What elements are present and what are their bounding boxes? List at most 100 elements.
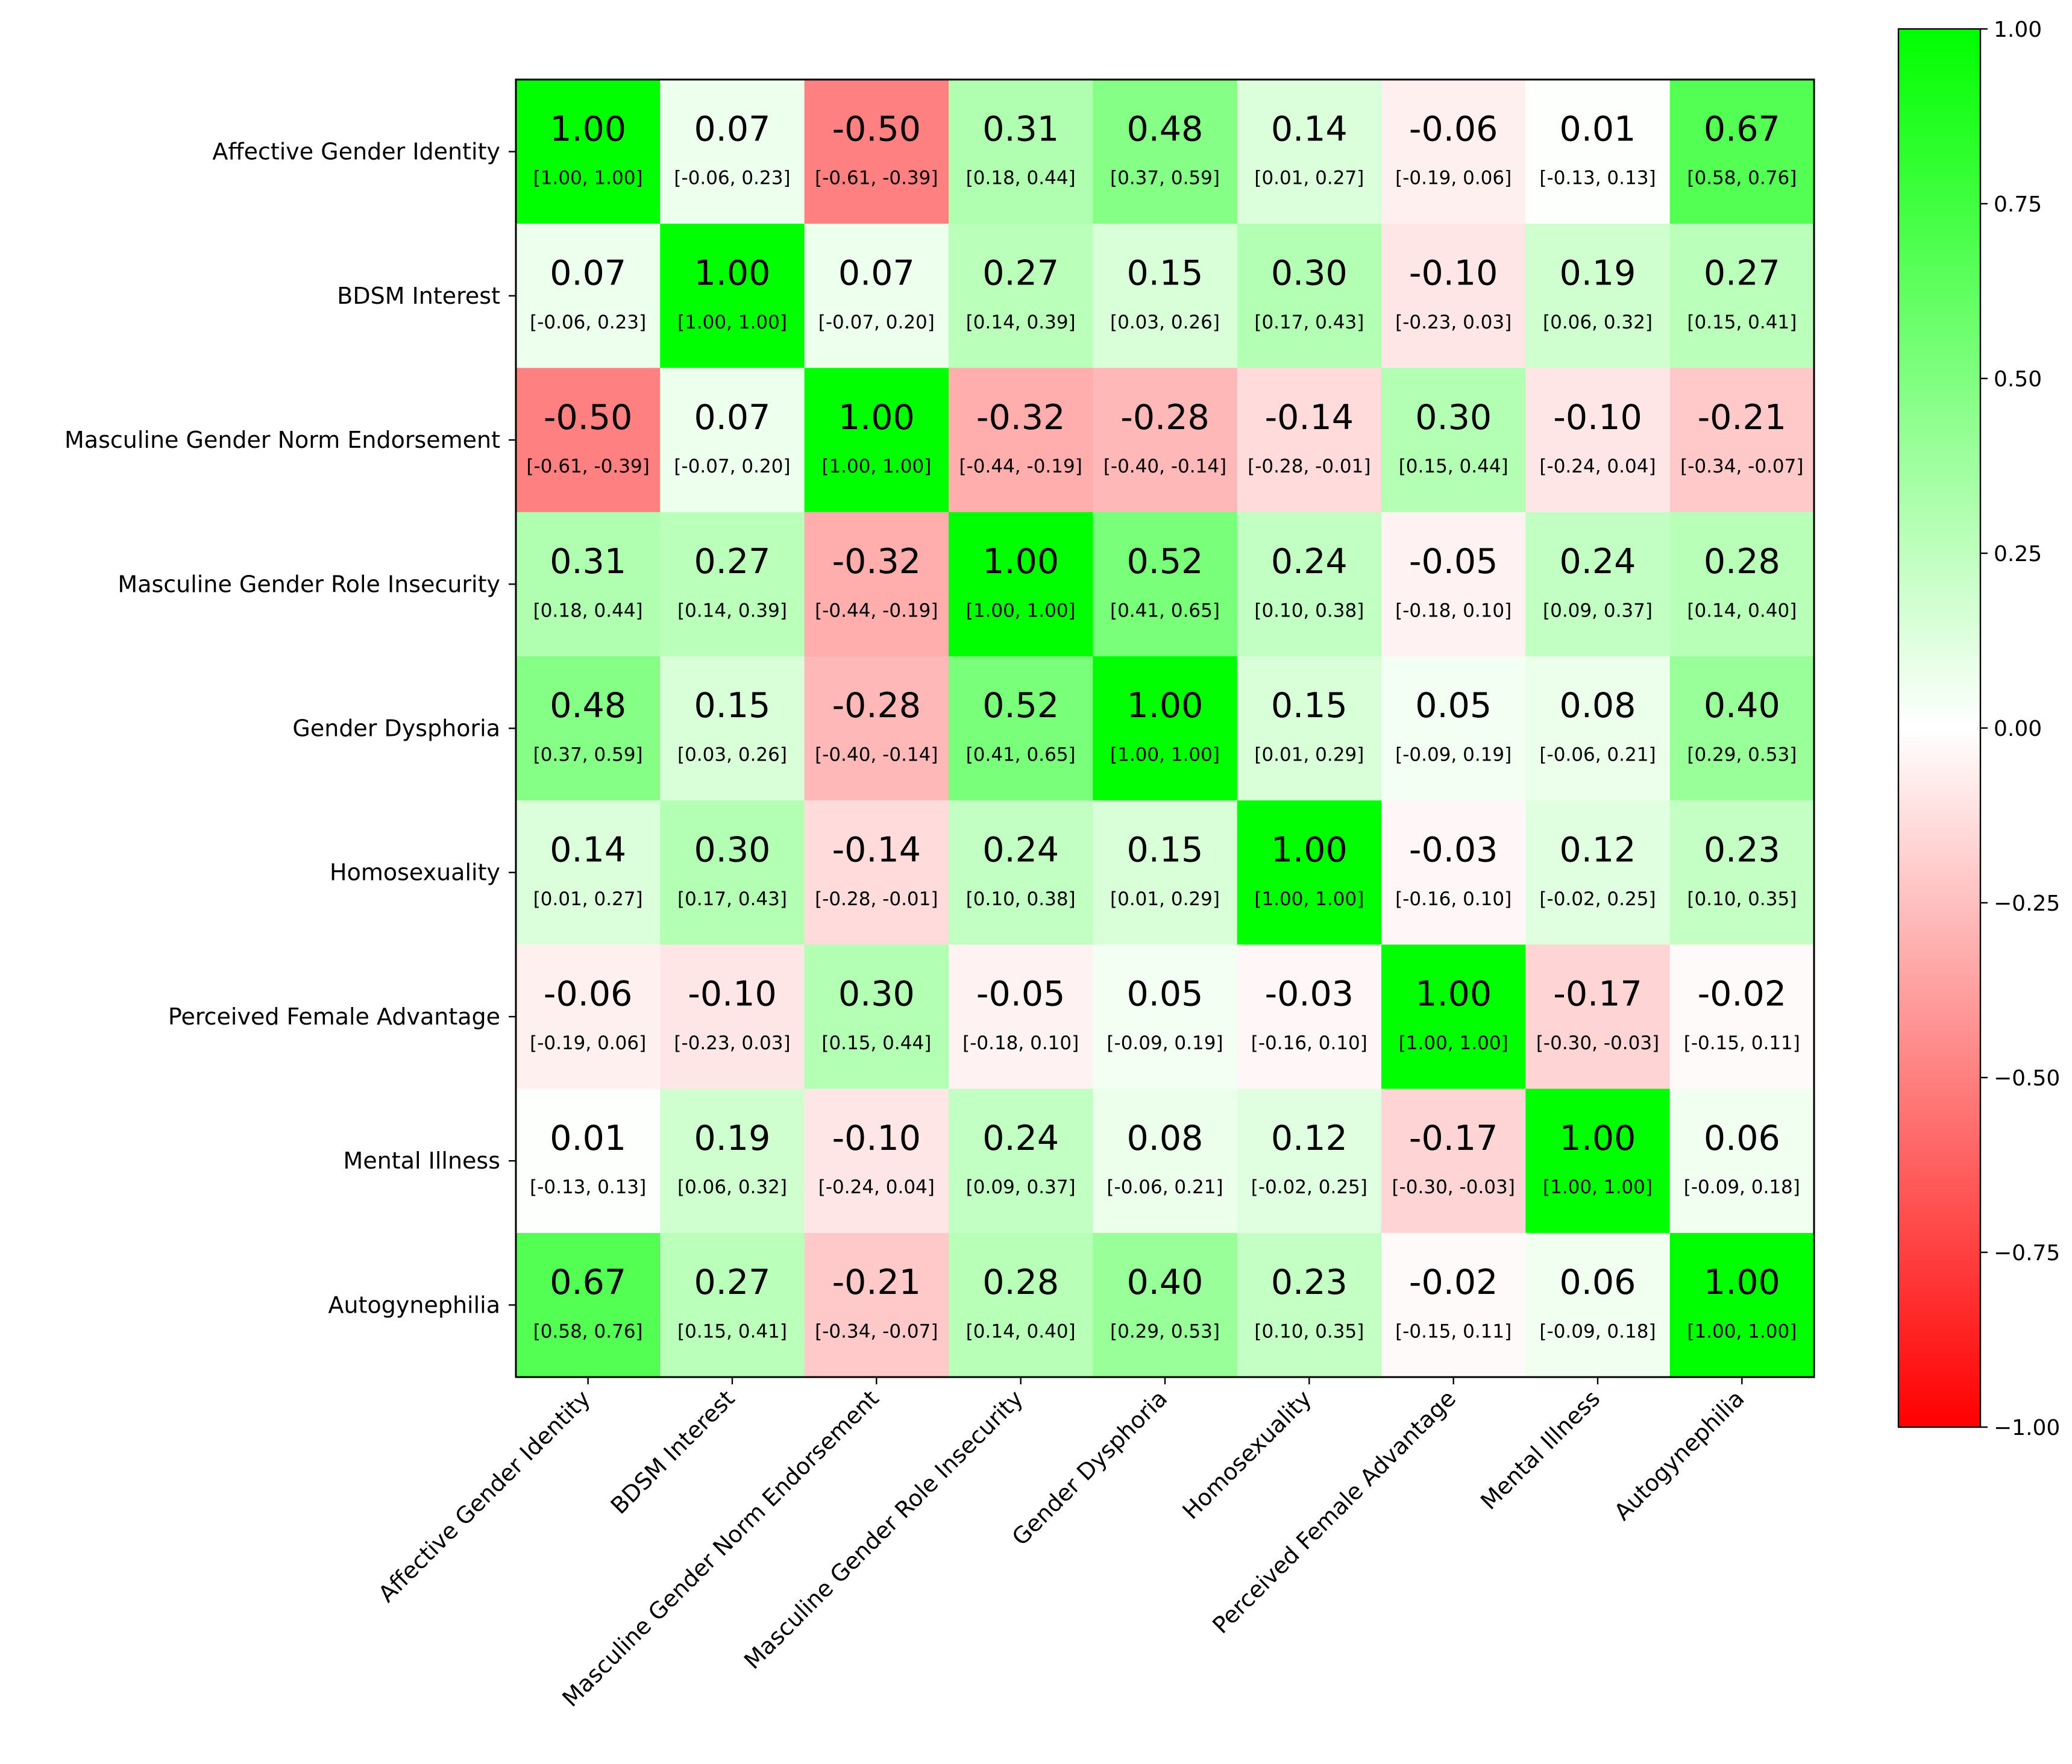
cell-ci-label-0-0: [1.00, 1.00]	[533, 168, 643, 189]
cell-ci-label-2-3: [-0.44, -0.19]	[959, 456, 1082, 477]
cell-value-label-1-4: 0.15	[1127, 254, 1204, 293]
cell-ci-label-5-7: [-0.02, 0.25]	[1539, 888, 1656, 910]
cell-value-label-2-5: -0.14	[1265, 398, 1354, 438]
heatmap-cell-6-6	[1381, 944, 1526, 1090]
cell-value-label-2-6: 0.30	[1415, 398, 1492, 438]
cell-ci-label-6-3: [-0.18, 0.10]	[962, 1032, 1079, 1054]
cell-value-label-0-7: 0.01	[1560, 109, 1636, 149]
cell-ci-label-2-4: [-0.40, -0.14]	[1103, 456, 1226, 477]
heatmap-cell-7-2	[804, 1088, 949, 1234]
heatmap-cell-4-0	[516, 656, 661, 801]
x-tick-label-masculine-gender-role-insecurity: Masculine Gender Role Insecurity	[739, 1385, 1028, 1674]
heatmap-cell-0-3	[949, 80, 1093, 224]
colorbar-tick-label-5: −0.25	[1994, 891, 2060, 916]
cell-ci-label-1-5: [0.17, 0.43]	[1254, 312, 1364, 333]
cell-ci-label-7-1: [0.06, 0.32]	[677, 1176, 787, 1198]
cell-value-label-5-7: 0.12	[1560, 830, 1636, 870]
cell-ci-label-3-0: [0.18, 0.44]	[533, 600, 643, 621]
cell-value-label-2-0: -0.50	[544, 398, 632, 438]
cell-value-label-0-0: 1.00	[550, 109, 626, 149]
cell-value-label-1-5: 0.30	[1271, 254, 1348, 293]
heatmap-cell-1-1	[660, 224, 805, 369]
cell-value-label-4-3: 0.52	[982, 686, 1059, 726]
cell-value-label-3-3: 1.00	[982, 542, 1059, 582]
heatmap-cell-6-8	[1669, 944, 1815, 1090]
cell-ci-label-1-6: [-0.23, 0.03]	[1395, 312, 1512, 333]
cell-value-label-4-2: -0.28	[832, 686, 921, 726]
cell-ci-label-5-1: [0.17, 0.43]	[677, 888, 787, 910]
cell-ci-label-3-3: [1.00, 1.00]	[966, 600, 1076, 621]
cell-ci-label-2-8: [-0.34, -0.07]	[1680, 456, 1803, 477]
cell-value-label-8-8: 1.00	[1704, 1263, 1780, 1302]
heatmap-cell-5-3	[949, 800, 1093, 945]
heatmap-cell-2-7	[1525, 368, 1671, 513]
heatmap-cell-6-1	[660, 944, 805, 1090]
heatmap-cell-5-5	[1237, 800, 1382, 945]
cell-ci-label-4-6: [-0.09, 0.19]	[1395, 744, 1512, 766]
cell-value-label-2-8: -0.21	[1698, 398, 1786, 438]
heatmap-cell-6-2	[804, 944, 949, 1090]
heatmap-cell-7-4	[1093, 1088, 1238, 1234]
cell-value-label-0-8: 0.67	[1704, 109, 1780, 149]
heatmap-cell-0-2	[804, 80, 949, 224]
cell-ci-label-3-4: [0.41, 0.65]	[1110, 600, 1220, 621]
cell-ci-label-3-7: [0.09, 0.37]	[1543, 600, 1653, 621]
cell-value-label-2-4: -0.28	[1120, 398, 1209, 438]
y-tick-label-mental-illness: Mental Illness	[344, 1147, 500, 1174]
cell-ci-label-7-3: [0.09, 0.37]	[966, 1176, 1076, 1198]
cell-ci-label-2-7: [-0.24, 0.04]	[1539, 456, 1656, 477]
cell-value-label-1-8: 0.27	[1704, 254, 1780, 293]
cell-ci-label-7-5: [-0.02, 0.25]	[1251, 1176, 1367, 1198]
heatmap-cell-2-4	[1093, 368, 1238, 513]
heatmap-cell-6-3	[949, 944, 1093, 1090]
heatmap-cell-8-1	[660, 1232, 805, 1378]
colorbar-tick-label-8: −1.00	[1994, 1416, 2060, 1440]
y-tick-label-perceived-female-advantage: Perceived Female Advantage	[168, 1003, 500, 1030]
cell-ci-label-8-3: [0.14, 0.40]	[966, 1320, 1076, 1342]
heatmap-cell-8-6	[1381, 1232, 1526, 1378]
heatmap-cell-8-8	[1669, 1232, 1815, 1378]
cell-ci-label-1-8: [0.15, 0.41]	[1687, 312, 1797, 333]
colorbar-tick-label-1: 0.75	[1994, 192, 2042, 217]
x-axis: Affective Gender Identity BDSM InterestMa…	[373, 1377, 1750, 1712]
cell-value-label-1-0: 0.07	[550, 254, 626, 293]
cell-value-label-1-7: 0.19	[1560, 254, 1636, 293]
heatmap-cell-7-8	[1669, 1088, 1815, 1234]
heatmap-cell-5-1	[660, 800, 805, 945]
cell-ci-label-5-8: [0.10, 0.35]	[1687, 888, 1797, 910]
x-tick-label-mental-illness: Mental Illness	[1475, 1385, 1605, 1514]
heatmap-cell-0-6	[1381, 80, 1526, 224]
cell-value-label-4-7: 0.08	[1560, 686, 1636, 726]
x-tick-label-autogynephilia: Autogynephilia	[1609, 1385, 1750, 1525]
cell-ci-label-6-6: [1.00, 1.00]	[1399, 1032, 1508, 1054]
cell-ci-label-7-4: [-0.06, 0.21]	[1107, 1176, 1223, 1198]
cell-ci-label-6-1: [-0.23, 0.03]	[674, 1032, 790, 1054]
heatmap-cell-1-2	[804, 224, 949, 369]
cell-value-label-4-0: 0.48	[550, 686, 626, 726]
cell-ci-label-1-7: [0.06, 0.32]	[1543, 312, 1653, 333]
heatmap-cell-1-0	[516, 224, 661, 369]
heatmap-cell-4-4	[1093, 656, 1238, 801]
cell-ci-label-4-5: [0.01, 0.29]	[1254, 744, 1364, 766]
cell-value-label-7-0: 0.01	[550, 1119, 626, 1158]
cell-ci-label-7-7: [1.00, 1.00]	[1543, 1176, 1653, 1198]
cell-ci-label-8-8: [1.00, 1.00]	[1687, 1320, 1797, 1342]
heatmap-cell-7-0	[516, 1088, 661, 1234]
cell-ci-label-8-2: [-0.34, -0.07]	[815, 1320, 938, 1342]
cell-value-label-6-4: 0.05	[1127, 975, 1204, 1014]
cell-value-label-4-4: 1.00	[1127, 686, 1204, 726]
cell-value-label-4-5: 0.15	[1271, 686, 1348, 726]
heatmap-cell-1-6	[1381, 224, 1526, 369]
cell-value-label-8-0: 0.67	[550, 1263, 626, 1302]
cell-value-label-7-2: -0.10	[832, 1119, 921, 1158]
y-tick-label-bdsm-interest: BDSM Interest	[337, 283, 500, 309]
heatmap-cell-3-5	[1237, 512, 1382, 657]
cell-value-label-8-3: 0.28	[982, 1263, 1059, 1302]
cell-ci-label-2-6: [0.15, 0.44]	[1399, 456, 1508, 477]
heatmap-cell-4-6	[1381, 656, 1526, 801]
heatmap-cell-7-6	[1381, 1088, 1526, 1234]
cell-ci-label-0-2: [-0.61, -0.39]	[815, 168, 938, 189]
cell-ci-label-6-5: [-0.16, 0.10]	[1251, 1032, 1367, 1054]
cell-ci-label-0-8: [0.58, 0.76]	[1687, 168, 1797, 189]
heatmap-cell-3-4	[1093, 512, 1238, 657]
